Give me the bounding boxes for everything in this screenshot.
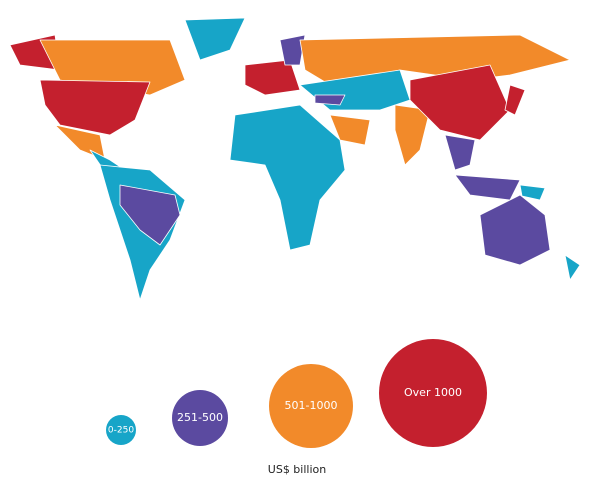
legend-label: 0-250 bbox=[108, 426, 134, 436]
legend-swatch bbox=[269, 364, 353, 448]
country bbox=[119, 184, 181, 246]
legend-unit: US$ billion bbox=[268, 463, 326, 476]
country bbox=[329, 114, 371, 146]
legend-swatch bbox=[379, 339, 487, 447]
country bbox=[229, 104, 346, 251]
country bbox=[184, 17, 246, 61]
legend: 0-250 251-500 501-1000 Over 1000 bbox=[106, 339, 487, 448]
legend-label: Over 1000 bbox=[404, 386, 462, 399]
country bbox=[454, 174, 521, 201]
world-map bbox=[9, 17, 581, 301]
country bbox=[564, 254, 581, 281]
country bbox=[39, 79, 151, 136]
country bbox=[479, 194, 551, 266]
country bbox=[314, 94, 346, 106]
legend-swatch bbox=[106, 415, 136, 445]
country bbox=[244, 59, 301, 96]
country bbox=[99, 164, 186, 301]
country bbox=[279, 34, 306, 66]
country bbox=[409, 64, 511, 141]
legend-label: 251-500 bbox=[177, 411, 223, 424]
legend-label: 501-1000 bbox=[285, 399, 338, 412]
country bbox=[519, 184, 546, 201]
country bbox=[444, 134, 476, 171]
legend-swatch bbox=[172, 390, 228, 446]
country bbox=[504, 84, 526, 116]
